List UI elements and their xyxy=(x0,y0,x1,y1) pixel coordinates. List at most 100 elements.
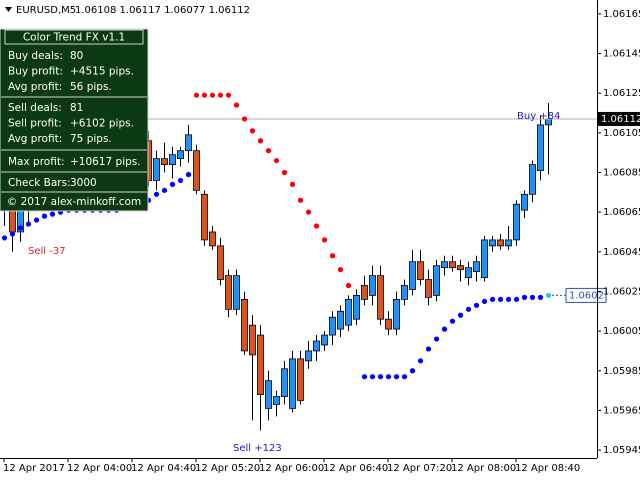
candle-body xyxy=(481,239,488,278)
candle-body xyxy=(265,380,272,409)
trend-dot xyxy=(393,374,400,380)
trend-dot xyxy=(417,358,424,364)
candle-body xyxy=(377,275,384,320)
candle-body xyxy=(409,261,416,290)
x-tick-label: 12 Apr 04:40 xyxy=(131,463,196,474)
trend-dot xyxy=(497,296,504,302)
candle-body xyxy=(185,134,192,152)
trend-dot xyxy=(193,92,200,98)
y-tick-label: 1.06125 xyxy=(603,88,640,99)
y-tick-label: 1.06105 xyxy=(603,128,640,139)
trend-dot xyxy=(201,92,208,98)
candle-body xyxy=(273,396,280,405)
trend-dot xyxy=(153,191,160,197)
trend-dot xyxy=(185,171,192,178)
trend-dot xyxy=(33,217,40,223)
panel-row-label: Buy profit: xyxy=(8,66,63,78)
trend-dot xyxy=(1,235,8,241)
candle-body xyxy=(345,298,352,326)
quote: 1.06108 1.06117 1.06077 1.06112 xyxy=(75,5,250,16)
y-tick-label: 1.06085 xyxy=(603,167,640,178)
trend-dot xyxy=(25,221,32,227)
trend-dot xyxy=(529,294,536,301)
axes: 1.06165 1.06145 1.06125 1.06105 1.06085 1.060… xyxy=(3,9,640,474)
x-tick-label: 12 Apr 04:00 xyxy=(67,463,132,474)
trend-dot xyxy=(313,223,320,229)
candle-body xyxy=(513,203,520,241)
candle-body xyxy=(521,193,528,211)
candle-body xyxy=(193,150,200,191)
panel-title: Color Trend FX v1.1 xyxy=(23,32,125,44)
panel-background xyxy=(0,28,149,212)
candle-body xyxy=(217,245,224,280)
candle-body xyxy=(209,231,216,247)
trend-dot xyxy=(265,148,272,154)
trend-dot xyxy=(409,368,416,374)
candle-body xyxy=(353,295,360,320)
candle-body xyxy=(161,158,168,165)
trend-dot xyxy=(225,92,232,98)
current-price-box xyxy=(598,111,640,126)
trend-dot xyxy=(377,374,384,380)
candle-body xyxy=(153,158,160,181)
trend-dot xyxy=(457,312,464,318)
candle-body xyxy=(337,310,344,330)
current-price-label: 1.06112 xyxy=(601,114,640,125)
trade-annotation: Sell -37 xyxy=(28,246,66,257)
panel-row-label: Sell profit: xyxy=(8,118,62,130)
trend-dot xyxy=(9,231,16,237)
candle-body xyxy=(441,261,448,269)
panel-footer: © 2017 alex-minkoff.com xyxy=(7,196,141,208)
candle-body xyxy=(225,275,232,310)
candle-body xyxy=(233,275,240,310)
trend-dot xyxy=(305,209,312,215)
trend-dot xyxy=(241,116,248,122)
panel-row-value: +4515 pips. xyxy=(70,66,134,78)
y-tick-label: 1.05945 xyxy=(603,445,640,456)
panel-row-value: 81 xyxy=(70,102,83,114)
trend-dot xyxy=(177,177,184,184)
trend-dot xyxy=(489,296,496,302)
level-label: 1.0602 xyxy=(569,290,604,301)
trend-dot xyxy=(281,169,288,176)
trend-dot xyxy=(217,92,224,98)
trend-dot xyxy=(41,213,48,219)
panel-row-label: Avg profit: xyxy=(8,133,62,145)
candle-body xyxy=(257,334,264,395)
candle-body xyxy=(321,334,328,346)
trend-dot xyxy=(161,187,168,193)
trend-dot xyxy=(537,294,544,301)
y-tick-label: 1.05985 xyxy=(603,366,640,377)
candle-body xyxy=(449,261,456,269)
candle-body xyxy=(465,267,472,278)
trend-dot xyxy=(289,181,296,187)
trend-dot xyxy=(297,197,304,203)
trend-dot xyxy=(321,237,328,243)
candle-body xyxy=(385,318,392,330)
trend-dot xyxy=(209,92,216,98)
trend-dot xyxy=(273,157,280,164)
x-tick-label: 12 Apr 05:20 xyxy=(195,463,260,474)
candle-body xyxy=(313,340,320,352)
panel-title-box xyxy=(4,29,144,45)
trend-dot xyxy=(433,336,440,342)
trend-dot xyxy=(545,292,552,299)
trend-dot xyxy=(481,298,488,304)
panel-row-value: 75 pips. xyxy=(70,133,112,145)
trend-dot xyxy=(257,138,264,144)
panel-row-value: 56 pips. xyxy=(70,81,112,93)
trend-dot xyxy=(465,306,472,312)
trend-dot xyxy=(425,346,432,352)
trend-dot xyxy=(505,296,512,302)
candle-body xyxy=(489,239,496,247)
x-tick-label: 12 Apr 06:40 xyxy=(323,463,388,474)
symbol: EURUSD,M5 xyxy=(16,5,76,16)
trade-annotation: Sell +123 xyxy=(233,443,282,454)
trend-dot xyxy=(513,296,520,302)
trend-dot xyxy=(345,282,352,289)
trend-dot xyxy=(473,302,480,308)
trend-dot xyxy=(49,211,56,217)
y-tick-label: 1.06165 xyxy=(603,9,640,20)
x-tick-label: 12 Apr 08:40 xyxy=(515,463,580,474)
trend-dot xyxy=(369,374,376,380)
